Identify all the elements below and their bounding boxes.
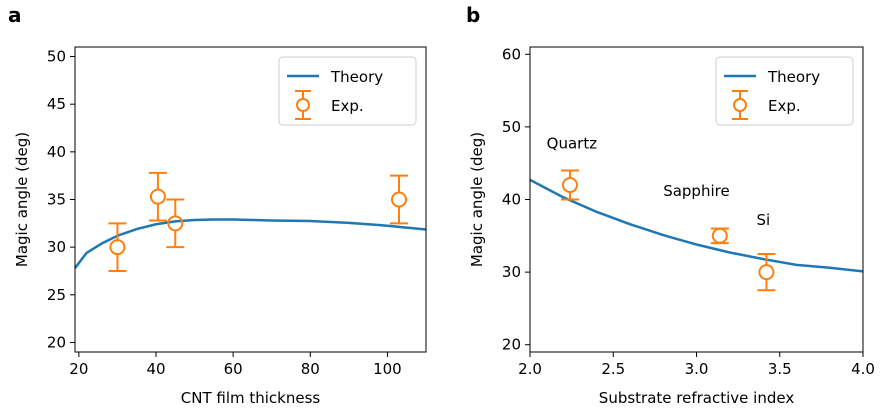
exp-point — [390, 174, 408, 225]
legend-exp-swatch — [295, 90, 311, 120]
exp-marker — [391, 191, 407, 208]
x-tick-label: 20 — [69, 360, 88, 378]
y-axis-label: Magic angle (deg) — [13, 132, 31, 267]
panel-letter-b: b — [466, 3, 480, 27]
x-axis-label: CNT film thickness — [181, 389, 321, 407]
exp-point — [108, 222, 127, 272]
legend-exp-label: Exp. — [768, 97, 801, 115]
exp-marker — [711, 227, 728, 244]
x-tick-label: 3.0 — [685, 360, 709, 378]
legend — [715, 56, 854, 126]
y-tick-label: 40 — [47, 143, 66, 161]
x-axis-label: Substrate refractive index — [599, 389, 795, 407]
exp-point — [757, 252, 776, 292]
exp-marker — [167, 215, 184, 232]
legend-exp-label: Exp. — [331, 97, 364, 115]
chart-panel-a — [70, 46, 427, 357]
y-tick-label: 25 — [47, 286, 66, 304]
legend-exp-swatch — [732, 90, 748, 120]
legend-box — [278, 56, 417, 126]
y-tick-label: 40 — [502, 191, 521, 209]
annotation-quartz: Quartz — [547, 135, 598, 153]
chart-panel-b — [525, 46, 864, 357]
x-tick-label: 3.5 — [768, 360, 792, 378]
theory-line — [75, 218, 426, 269]
y-tick-label: 20 — [47, 333, 66, 351]
theory-line — [530, 178, 863, 273]
exp-marker — [109, 239, 126, 256]
x-tick-label: 100 — [373, 360, 402, 378]
x-tick-label: 2.0 — [518, 360, 542, 378]
y-tick-label: 60 — [502, 45, 521, 63]
y-tick-label: 50 — [502, 118, 521, 136]
panel-letter-a: a — [8, 3, 22, 27]
x-tick-label: 60 — [224, 360, 243, 378]
exp-point — [560, 169, 579, 201]
legend-theory-label: Theory — [767, 68, 820, 86]
x-tick-label: 80 — [301, 360, 320, 378]
legend-box — [715, 56, 854, 126]
annotation-sapphire: Sapphire — [663, 182, 730, 200]
legend-marker — [296, 98, 310, 112]
exp-point — [710, 227, 729, 245]
y-tick-label: 45 — [47, 95, 66, 113]
legend — [278, 56, 417, 126]
legend-marker — [733, 98, 747, 112]
x-tick-label: 4.0 — [851, 360, 875, 378]
y-tick-label: 20 — [502, 336, 521, 354]
x-tick-label: 40 — [146, 360, 165, 378]
x-tick-label: 2.5 — [601, 360, 625, 378]
legend-theory-label: Theory — [330, 68, 383, 86]
annotation-si: Si — [756, 211, 770, 229]
exp-marker — [758, 264, 775, 281]
exp-marker — [149, 188, 166, 205]
y-tick-label: 50 — [47, 48, 66, 66]
exp-point — [166, 198, 185, 249]
exp-marker — [561, 176, 578, 193]
y-tick-label: 30 — [502, 263, 521, 281]
y-tick-label: 30 — [47, 238, 66, 256]
y-tick-label: 35 — [47, 191, 66, 209]
y-axis-label: Magic angle (deg) — [468, 132, 486, 267]
exp-point — [148, 171, 167, 222]
